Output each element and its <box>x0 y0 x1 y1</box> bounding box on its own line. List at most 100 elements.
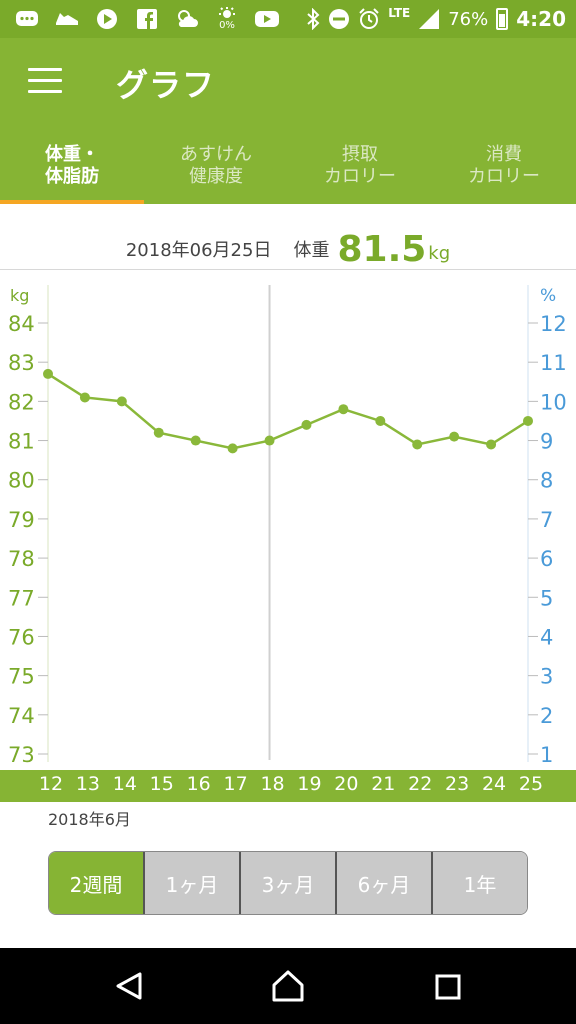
right-axis-unit: % <box>540 286 556 306</box>
y-tick-label: 82 <box>8 390 35 414</box>
x-tick-label: 16 <box>187 773 211 795</box>
y2-tick-label: 9 <box>540 430 553 454</box>
tab-bar: 体重・ 体脂肪 あすけん 健康度 摂取 カロリー 消費 カロリー <box>0 128 576 204</box>
tab-intake-calories[interactable]: 摂取 カロリー <box>288 128 432 204</box>
weight-data-point <box>190 435 201 446</box>
weight-chart[interactable]: kg% 84 83 82 81 80 79 78 77 76 75 74 73 12 11 10 9 8 7 6 5 4 3… <box>0 270 576 802</box>
weight-data-point <box>301 419 312 430</box>
bluetooth-icon <box>307 8 320 30</box>
y2-tick-label: 6 <box>540 547 553 571</box>
y-tick-label: 81 <box>8 430 35 454</box>
weight-data-point <box>116 396 127 407</box>
status-bar: 0% LTE 76% 4:20 <box>0 0 576 38</box>
alarm-icon <box>359 8 379 29</box>
y2-tick-label: 4 <box>540 625 553 649</box>
x-tick-label: 24 <box>482 773 506 795</box>
weight-data-point <box>486 439 497 450</box>
weight-data-point <box>338 404 349 415</box>
facebook-icon <box>134 6 160 32</box>
x-tick-label: 22 <box>408 773 432 795</box>
message-icon <box>14 6 40 32</box>
y2-tick-label: 2 <box>540 704 553 728</box>
y-tick-label: 84 <box>8 312 35 336</box>
x-tick-label: 19 <box>297 773 321 795</box>
y2-tick-label: 8 <box>540 469 553 493</box>
range-2-weeks-button[interactable]: 2週間 <box>49 852 145 914</box>
y-tick-label: 79 <box>8 508 35 532</box>
y2-tick-label: 12 <box>540 312 567 336</box>
x-tick-label: 18 <box>260 773 284 795</box>
tab-label-line2: 健康度 <box>189 166 243 187</box>
weight-data-point <box>449 431 460 442</box>
tab-label-line2: 体脂肪 <box>45 166 99 187</box>
y2-tick-label: 1 <box>540 743 553 767</box>
y2-tick-label: 5 <box>540 586 553 610</box>
recents-icon[interactable] <box>408 948 488 1024</box>
weight-data-point <box>412 439 423 450</box>
summary-weight-value: 81.5 <box>337 229 427 270</box>
weight-data-point <box>375 415 386 426</box>
app-bar: グラフ <box>0 38 576 128</box>
weather-icon <box>174 6 200 32</box>
range-selector: 2週間 1ヶ月 3ヶ月 6ヶ月 1年 <box>48 851 528 915</box>
network-type: LTE <box>388 6 411 20</box>
shoe-icon <box>54 6 80 32</box>
range-6-months-button[interactable]: 6ヶ月 <box>337 852 433 914</box>
weight-data-point <box>227 443 238 454</box>
summary-label: 体重 <box>293 240 330 261</box>
selected-day-summary: 2018年06月25日 体重 81.5 kg <box>0 220 576 270</box>
x-tick-label: 14 <box>113 773 137 795</box>
y-tick-label: 78 <box>8 547 35 571</box>
weight-data-point <box>153 427 164 438</box>
tab-label-line1: 消費 <box>486 144 522 165</box>
youtube-icon <box>254 6 280 32</box>
y-tick-label: 73 <box>8 743 35 767</box>
y2-tick-label: 3 <box>540 665 553 689</box>
battery-percent: 76% <box>448 8 489 30</box>
battery-icon <box>496 8 509 30</box>
x-tick-label: 21 <box>371 773 395 795</box>
weight-chart-svg[interactable]: kg %8483828180797877767574731211109876543… <box>0 270 576 802</box>
clock: 4:20 <box>516 7 566 31</box>
x-tick-label: 20 <box>334 773 358 795</box>
range-1-year-button[interactable]: 1年 <box>433 852 527 914</box>
weight-data-point <box>43 368 53 379</box>
notification-icons: 0% <box>14 6 280 32</box>
summary-date: 2018年06月25日 <box>125 240 272 261</box>
y-tick-label: 76 <box>8 625 35 649</box>
tab-burned-calories[interactable]: 消費 カロリー <box>432 128 576 204</box>
signal-icon <box>419 9 440 29</box>
y-tick-label: 75 <box>8 665 35 689</box>
back-icon[interactable] <box>88 948 168 1024</box>
divider <box>0 269 576 270</box>
tab-label-line2: カロリー <box>324 166 396 187</box>
y-tick-label: 83 <box>8 351 35 375</box>
x-tick-label: 17 <box>224 773 248 795</box>
weight-data-point <box>79 392 90 403</box>
tab-label-line1: 体重・ <box>45 144 99 165</box>
sun-percent: 0% <box>219 20 235 31</box>
status-right: LTE 76% 4:20 <box>306 0 566 38</box>
tab-asken-health[interactable]: あすけん 健康度 <box>144 128 288 204</box>
x-tick-label: 23 <box>445 773 469 795</box>
y-tick-label: 80 <box>8 469 35 493</box>
x-tick-label: 12 <box>39 773 63 795</box>
month-label: 2018年6月 <box>48 810 131 829</box>
x-tick-label: 13 <box>76 773 100 795</box>
navigation-bar <box>0 948 576 1024</box>
page-title: グラフ <box>116 66 216 104</box>
range-1-month-button[interactable]: 1ヶ月 <box>145 852 241 914</box>
home-icon[interactable] <box>248 948 328 1024</box>
y-tick-label: 77 <box>8 586 35 610</box>
hamburger-menu-icon[interactable] <box>28 68 62 96</box>
play-icon <box>94 6 120 32</box>
range-3-months-button[interactable]: 3ヶ月 <box>241 852 337 914</box>
y-tick-label: 74 <box>8 704 35 728</box>
y2-tick-label: 7 <box>540 508 553 532</box>
tab-label-line2: カロリー <box>468 166 540 187</box>
weight-data-point <box>523 415 533 426</box>
sun-icon: 0% <box>214 6 240 32</box>
x-tick-label: 25 <box>519 773 543 795</box>
tab-weight-body-fat[interactable]: 体重・ 体脂肪 <box>0 128 144 204</box>
weight-data-point <box>264 435 275 446</box>
